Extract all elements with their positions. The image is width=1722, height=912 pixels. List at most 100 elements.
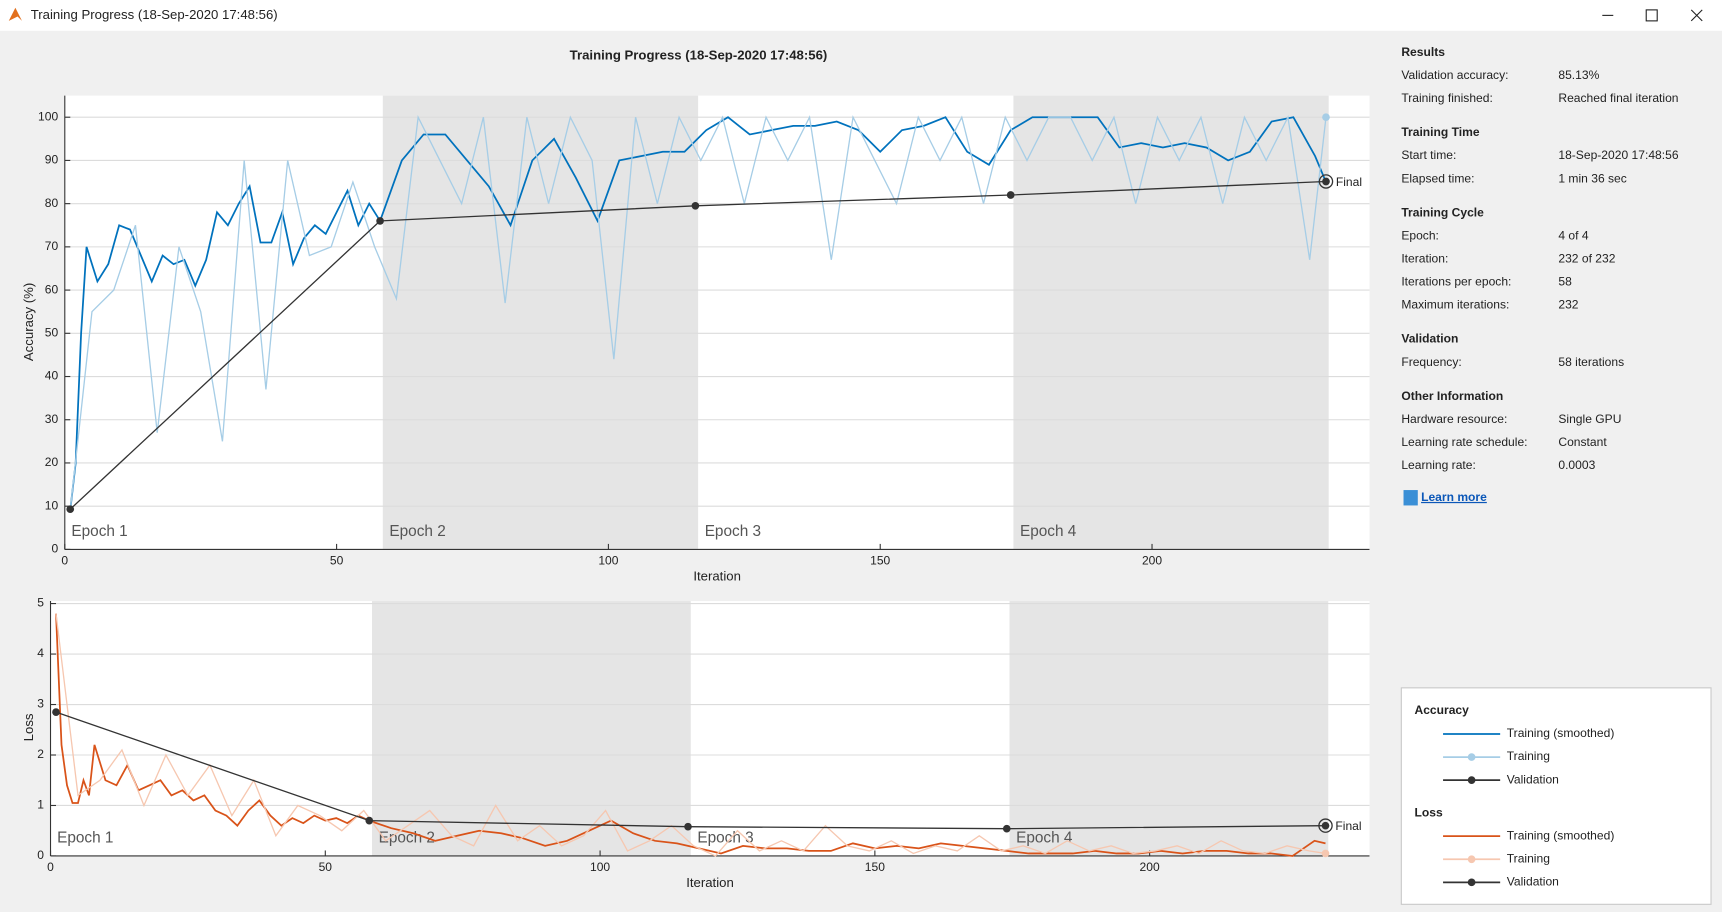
point-marker: [376, 217, 384, 225]
x-tick-label: 0: [61, 554, 68, 568]
y-tick-label: 2: [37, 747, 44, 761]
epoch-label: Epoch 2: [389, 523, 445, 540]
info-label: Start time:: [1401, 148, 1456, 162]
point-marker: [52, 708, 60, 716]
x-tick-label: 0: [47, 860, 54, 874]
x-tick-label: 50: [319, 860, 333, 874]
x-axis-label: Iteration: [693, 568, 741, 583]
y-tick-label: 70: [45, 239, 59, 253]
point-marker: [1002, 824, 1011, 833]
x-tick-label: 150: [865, 860, 885, 874]
y-tick-label: 0: [37, 848, 44, 862]
y-tick-label: 4: [37, 646, 44, 660]
x-tick-label: 50: [330, 554, 344, 568]
learn-more-link[interactable]: Learn more: [1421, 490, 1487, 504]
y-tick-label: 80: [45, 196, 59, 210]
info-value: 58 iterations: [1558, 355, 1624, 369]
y-tick-label: 100: [38, 109, 58, 123]
legend-label: Training (smoothed): [1507, 726, 1615, 740]
point-marker: [1322, 113, 1330, 122]
y-tick-label: 10: [45, 498, 59, 512]
epoch-band: [1013, 95, 1329, 550]
epoch-label: Epoch 2: [379, 829, 435, 846]
close-button[interactable]: [1690, 9, 1703, 22]
point-marker: [691, 201, 700, 210]
legend-marker: [1467, 878, 1476, 887]
info-value: 85.13%: [1558, 68, 1599, 82]
section-heading: Results: [1401, 45, 1445, 59]
info-value: 232: [1558, 298, 1578, 312]
info-value: 1 min 36 sec: [1558, 171, 1626, 185]
info-value: Reached final iteration: [1558, 91, 1678, 105]
info-value: 58: [1558, 275, 1572, 289]
epoch-label: Epoch 3: [705, 523, 761, 540]
final-label: Final: [1336, 175, 1362, 189]
legend-label: Validation: [1507, 875, 1559, 889]
maximize-button[interactable]: [1645, 9, 1658, 22]
info-label: Epoch:: [1401, 228, 1439, 242]
chart-title: Training Progress (18-Sep-2020 17:48:56): [570, 48, 828, 63]
info-panel: Results Validation accuracy: 85.13% Trainin…: [1401, 45, 1679, 506]
x-tick-label: 200: [1140, 860, 1160, 874]
info-label: Validation accuracy:: [1401, 68, 1508, 82]
info-value: Constant: [1558, 435, 1607, 449]
info-icon: [1403, 490, 1418, 506]
info-value: 4 of 4: [1558, 228, 1588, 242]
final-marker: [1318, 818, 1333, 833]
x-tick-label: 200: [1142, 554, 1162, 568]
series-line: [69, 114, 1327, 511]
info-label: Maximum iterations:: [1401, 298, 1509, 312]
final-marker: [1318, 174, 1334, 189]
info-label: Training finished:: [1401, 91, 1493, 105]
legend-label: Training: [1507, 851, 1550, 865]
y-tick-label: 3: [37, 697, 44, 711]
y-axis-label: Loss: [21, 713, 36, 741]
epoch-label: Epoch 1: [71, 523, 127, 540]
point-marker: [1321, 849, 1330, 858]
info-value: Single GPU: [1558, 412, 1621, 426]
epoch-label: Epoch 1: [57, 829, 113, 846]
info-label: Hardware resource:: [1401, 412, 1507, 426]
y-tick-label: 50: [45, 325, 59, 339]
legend-label: Validation: [1507, 772, 1559, 786]
point-marker: [1006, 191, 1015, 199]
point-marker: [66, 505, 75, 514]
x-tick-label: 100: [598, 554, 618, 568]
y-tick-label: 60: [45, 282, 59, 296]
legend-marker: [1467, 776, 1476, 784]
section-heading: Training Time: [1401, 125, 1480, 139]
epoch-band: [1009, 601, 1329, 856]
point-marker: [365, 816, 374, 825]
info-label: Frequency:: [1401, 355, 1461, 369]
legend-box: [1400, 687, 1712, 905]
legend-heading: Loss: [1415, 805, 1443, 819]
series-line: [55, 613, 1326, 857]
section-heading: Training Cycle: [1401, 205, 1484, 219]
y-tick-label: 40: [45, 369, 59, 383]
final-label: Final: [1335, 819, 1361, 833]
epoch-label: Epoch 3: [697, 829, 753, 846]
y-tick-label: 0: [51, 542, 58, 556]
info-label: Learning rate schedule:: [1401, 435, 1527, 449]
epoch-band: [382, 95, 699, 550]
legend-label: Training: [1507, 749, 1550, 763]
x-tick-label: 100: [590, 860, 610, 874]
epoch-label: Epoch 4: [1016, 829, 1073, 846]
series-line: [55, 613, 1326, 857]
y-tick-label: 90: [45, 153, 59, 167]
info-label: Iterations per epoch:: [1401, 275, 1511, 289]
point-marker: [1322, 177, 1330, 186]
info-label: Learning rate:: [1401, 458, 1476, 472]
section-heading: Validation: [1401, 332, 1458, 346]
x-tick-label: 150: [870, 554, 890, 568]
section-heading: Other Information: [1401, 389, 1503, 403]
legend-label: Training (smoothed): [1507, 828, 1615, 842]
info-label: Elapsed time:: [1401, 171, 1474, 185]
title-bar: [0, 0, 1722, 31]
info-value: 0.0003: [1558, 458, 1595, 472]
x-axis-label: Iteration: [686, 875, 734, 890]
y-tick-label: 1: [37, 798, 44, 812]
y-tick-label: 20: [45, 455, 59, 469]
y-tick-label: 30: [45, 412, 59, 426]
